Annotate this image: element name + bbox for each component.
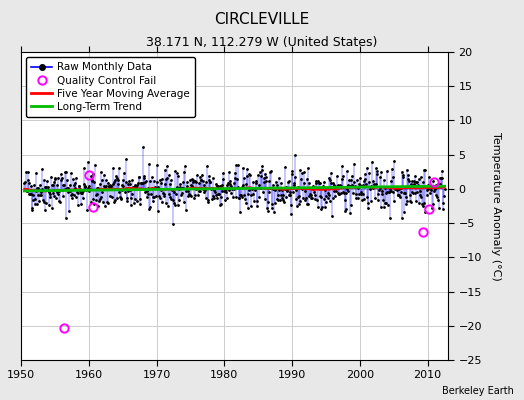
Legend: Raw Monthly Data, Quality Control Fail, Five Year Moving Average, Long-Term Tren: Raw Monthly Data, Quality Control Fail, … — [26, 57, 195, 117]
Y-axis label: Temperature Anomaly (°C): Temperature Anomaly (°C) — [492, 132, 501, 280]
Text: CIRCLEVILLE: CIRCLEVILLE — [214, 12, 310, 27]
Text: Berkeley Earth: Berkeley Earth — [442, 386, 514, 396]
Text: 38.171 N, 112.279 W (United States): 38.171 N, 112.279 W (United States) — [146, 36, 378, 49]
